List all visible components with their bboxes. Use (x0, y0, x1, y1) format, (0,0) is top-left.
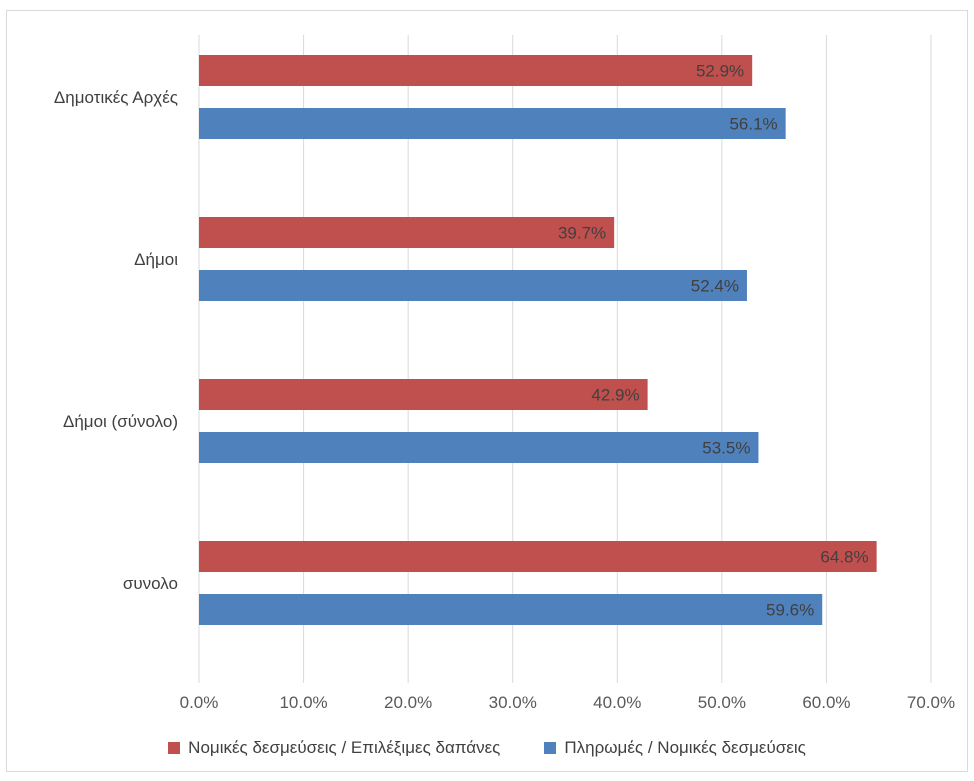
x-tick-label: 0.0% (180, 693, 219, 712)
legend: Νομικές δεσμεύσεις / Επιλέξιμες δαπάνες … (0, 733, 974, 763)
category-labels: Δημοτικές Αρχές Δήμοι Δήμοι (σύνολο) συνολο (54, 88, 178, 593)
data-label: 39.7% (558, 224, 606, 243)
legend-swatch-series-1 (168, 742, 181, 754)
bar (199, 379, 648, 410)
category-label: Δήμοι (134, 250, 178, 269)
bars (199, 55, 877, 625)
bar (199, 594, 823, 625)
data-label: 42.9% (591, 386, 639, 405)
bar (199, 432, 759, 463)
x-tick-label: 70.0% (907, 693, 955, 712)
data-label: 52.9% (696, 62, 744, 81)
legend-label-series-2: Πληρωμές / Νομικές δεσμεύσεις (564, 738, 806, 757)
x-tick-label: 50.0% (698, 693, 746, 712)
x-tick-label: 60.0% (802, 693, 850, 712)
legend-swatch-series-2 (544, 742, 557, 754)
data-label: 52.4% (691, 277, 739, 296)
bar (199, 108, 786, 139)
x-tick-label: 40.0% (593, 693, 641, 712)
legend-label-series-1: Νομικές δεσμεύσεις / Επιλέξιμες δαπάνες (188, 738, 501, 757)
bar (199, 270, 747, 301)
legend-item-series-1: Νομικές δεσμεύσεις / Επιλέξιμες δαπάνες (168, 738, 500, 758)
data-label: 59.6% (766, 601, 814, 620)
bar (199, 217, 615, 248)
x-tick-label: 10.0% (279, 693, 327, 712)
data-label: 56.1% (729, 115, 777, 134)
data-label: 64.8% (820, 548, 868, 567)
data-label: 53.5% (702, 439, 750, 458)
x-tick-label: 30.0% (489, 693, 537, 712)
category-label: Δημοτικές Αρχές (54, 88, 178, 107)
data-labels: 52.9% 56.1% 39.7% 52.4% 42.9% 53.5% 64.8% 59.6% (558, 62, 869, 620)
x-tick-label: 20.0% (384, 693, 432, 712)
tick-labels: 0.0% 10.0% 20.0% 30.0% 40.0% 50.0% 60.0% 70.0% (180, 693, 955, 712)
bar (199, 541, 877, 572)
bar (199, 55, 753, 86)
legend-item-series-2: Πληρωμές / Νομικές δεσμεύσεις (544, 738, 806, 758)
gridlines (198, 35, 932, 683)
category-label: συνολο (123, 574, 178, 593)
category-label: Δήμοι (σύνολο) (63, 412, 178, 431)
